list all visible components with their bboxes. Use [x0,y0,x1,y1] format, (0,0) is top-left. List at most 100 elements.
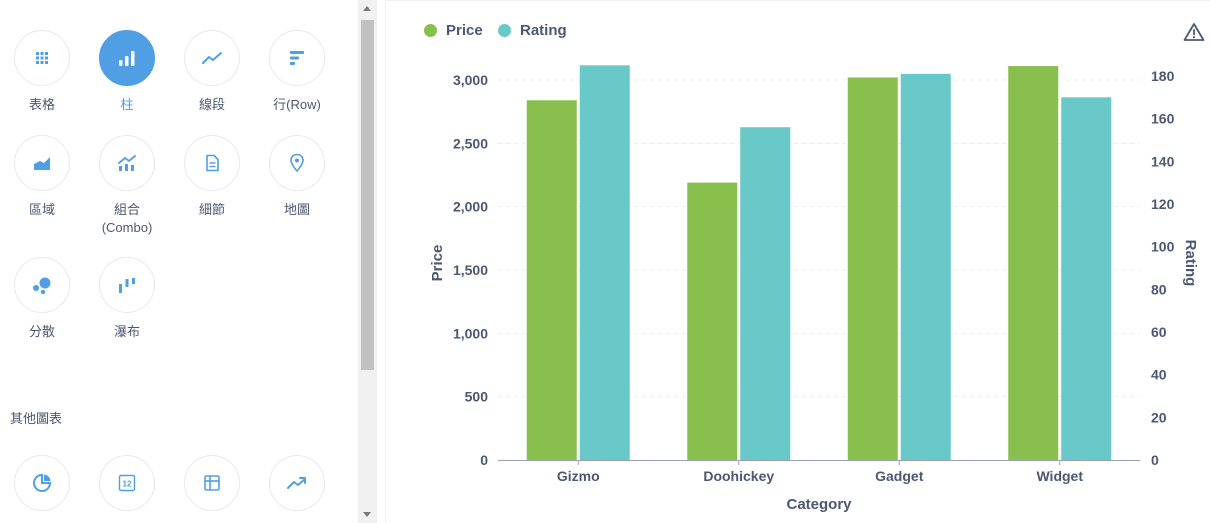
viz-label-waterfall: 瀑布 [113,324,140,339]
viz-label-detail: 細節 [198,202,225,217]
scatter-icon [33,277,51,295]
viz-option-line-circle[interactable] [184,30,240,86]
y2-tick-label: 160 [1151,111,1175,127]
viz-option-area-circle[interactable] [14,135,70,191]
y-tick-label: 3,000 [453,72,488,88]
viz-option-scatter-circle[interactable] [14,257,70,313]
other-charts-title: 其他圖表 [10,411,63,426]
sidebar-scrollbar[interactable] [358,0,377,523]
x-tick-label: Doohickey [703,468,774,484]
x-tick-label: Gizmo [557,468,600,484]
y-tick-label: 1,500 [453,262,488,278]
bar-price-gadget[interactable] [847,77,898,460]
viz-option-map[interactable]: 地圖 [255,135,339,219]
number-icon-text: 12 [123,480,132,489]
viz-option-pie[interactable] [0,455,84,511]
detail-document-icon [206,154,219,172]
y2-tick-label: 20 [1151,409,1167,425]
bar-chart-icon [119,51,135,66]
viz-label-line: 線段 [198,97,225,112]
viz-option-pivot[interactable] [170,455,254,511]
line-chart-icon [202,52,222,64]
scrollbar-thumb[interactable] [361,20,374,370]
y-tick-label: 0 [480,452,488,468]
viz-option-bar[interactable]: 柱 [85,30,169,114]
x-axis-title: Category [786,496,852,513]
legend-dot-price [424,24,437,37]
viz-option-waterfall[interactable]: 瀑布 [85,257,169,341]
viz-option-combo-circle[interactable] [99,135,155,191]
trend-icon [287,477,306,489]
viz-option-waterfall-circle[interactable] [99,257,155,313]
viz-option-area[interactable]: 區域 [0,135,84,219]
viz-option-trend-circle[interactable] [269,455,325,511]
viz-label-combo: 組合 (Combo) [101,202,153,235]
legend-item-rating[interactable]: Rating [498,22,567,39]
bar-rating-gizmo[interactable] [579,65,630,460]
viz-label-area: 區域 [28,202,55,217]
viz-label-scatter: 分散 [28,324,55,339]
bar-rating-gadget[interactable] [900,73,951,460]
viz-label-table: 表格 [28,97,55,112]
table-grid-icon [36,52,48,64]
y2-axis-title: Rating [1182,240,1199,287]
legend-label-price: Price [446,22,483,39]
bar-price-widget[interactable] [1008,66,1059,461]
y2-tick-label: 60 [1151,324,1167,340]
y2-tick-label: 100 [1151,239,1175,255]
pie-chart-icon [33,473,52,492]
viz-option-pivot-circle[interactable] [184,455,240,511]
viz-option-map-circle[interactable] [269,135,325,191]
legend-item-price[interactable]: Price [424,22,483,39]
viz-option-row-circle[interactable] [269,30,325,86]
bar-price-doohickey[interactable] [687,182,738,460]
viz-option-detail[interactable]: 細節 [170,135,254,219]
y2-tick-label: 140 [1151,153,1175,169]
area-chart-icon [34,157,50,170]
scroll-down-arrow-icon[interactable] [363,512,371,517]
x-tick-label: Widget [1036,468,1083,484]
bar-chart: 0 500 1,000 1,500 2,000 2,500 3,000 0 20 40 60 80 10… [429,65,1199,513]
y-tick-label: 1,000 [453,325,488,341]
viz-option-combo[interactable]: 組合 (Combo) [85,135,169,237]
legend-label-rating: Rating [520,22,567,39]
viz-option-table-circle[interactable] [14,30,70,86]
map-pin-icon [290,153,304,173]
top-border [386,0,1210,1]
x-tick-label: Gadget [875,468,924,484]
y2-tick-label: 40 [1151,367,1167,383]
chart-panel: Price Rating 0 500 1,000 1,500 2,000 2,500 3,0… [386,0,1210,523]
y2-tick-label: 80 [1151,281,1167,297]
y2-tick-label: 180 [1151,68,1175,84]
warning-icon[interactable] [1183,22,1205,42]
legend-dot-rating [498,24,511,37]
waterfall-icon [119,278,135,293]
row-chart-icon [290,51,304,65]
bar-rating-widget[interactable] [1061,97,1112,460]
viz-option-trend[interactable] [255,455,339,511]
viz-option-bar-circle[interactable] [99,30,155,86]
y-tick-label: 2,500 [453,135,488,151]
viz-option-row[interactable]: 行(Row) [255,30,339,114]
viz-option-number[interactable]: 12 [85,455,169,511]
y-axis-title: Price [429,245,446,282]
viz-option-pie-circle[interactable] [14,455,70,511]
viz-label-bar: 柱 [120,97,134,112]
viz-option-number-circle[interactable]: 12 [99,455,155,511]
panel-divider [385,0,386,523]
y-tick-label: 2,000 [453,199,488,215]
y-tick-label: 500 [465,389,489,405]
viz-option-detail-circle[interactable] [184,135,240,191]
pivot-table-icon [204,475,220,491]
viz-label-row: 行(Row) [273,97,321,112]
visualization-picker: 表格 柱 線段 [0,0,358,523]
viz-label-map: 地圖 [283,202,310,217]
combo-chart-icon [118,155,136,171]
bar-price-gizmo[interactable] [526,100,577,461]
bar-rating-doohickey[interactable] [740,127,791,460]
number-icon: 12 [118,474,136,492]
viz-option-table[interactable]: 表格 [0,30,84,114]
viz-option-line[interactable]: 線段 [170,30,254,114]
scroll-up-arrow-icon[interactable] [363,6,371,11]
viz-option-scatter[interactable]: 分散 [0,257,84,341]
